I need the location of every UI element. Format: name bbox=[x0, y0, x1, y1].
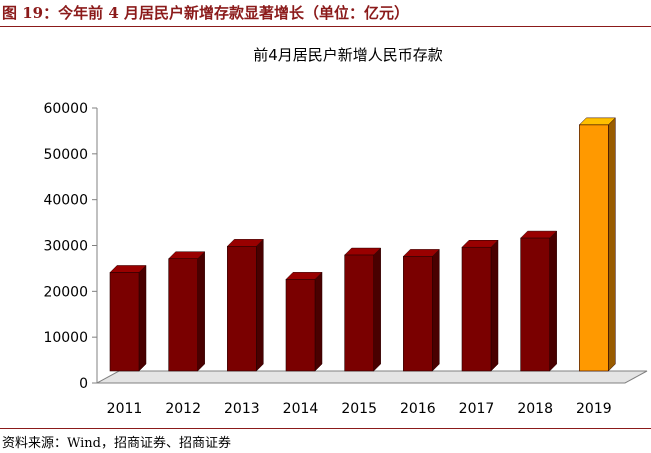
bar-2016 bbox=[403, 256, 433, 372]
bar-2014 bbox=[285, 279, 316, 372]
y-tick-label: 20000 bbox=[43, 284, 88, 300]
y-tick-label: 30000 bbox=[43, 239, 88, 255]
figure-header: 图 19：今年前 4 月居民户新增存款显著增长（单位：亿元） bbox=[0, 0, 651, 27]
figure-title: 图 19：今年前 4 月居民户新增存款显著增长（单位：亿元） bbox=[2, 4, 409, 22]
x-tick-label: 2016 bbox=[400, 401, 436, 417]
bar-side bbox=[314, 271, 323, 372]
y-tick-label: 50000 bbox=[43, 147, 88, 163]
bar-side bbox=[256, 238, 264, 372]
x-tick-label: 2012 bbox=[165, 401, 201, 417]
plot-area: 0 10000 20000 30000 40000 50000 60000 2011 2012 2… bbox=[43, 101, 648, 417]
chart-title: 前4月居民户新增人民币存款 bbox=[253, 46, 443, 64]
y-tick-label: 40000 bbox=[43, 193, 88, 209]
x-tick-label: 2015 bbox=[341, 401, 377, 417]
bar-side bbox=[432, 248, 440, 372]
bar-side bbox=[373, 247, 381, 372]
source-note: 资料来源：Wind，招商证券、招商证券 bbox=[2, 436, 231, 451]
x-tick-label: 2011 bbox=[107, 401, 143, 417]
bar-side bbox=[608, 117, 616, 372]
bar-2013 bbox=[227, 246, 257, 372]
y-tick-label: 60000 bbox=[43, 101, 88, 117]
bar-side bbox=[197, 251, 205, 372]
x-tick-label: 2017 bbox=[459, 401, 495, 417]
bar-chart: 前4月居民户新增人民币存款 0 10000 20000 30000 40000 50000… bbox=[43, 46, 648, 417]
x-tick-label: 2018 bbox=[517, 401, 553, 417]
bar-2018 bbox=[520, 237, 550, 372]
bar-side bbox=[549, 230, 557, 372]
y-tick-label: 0 bbox=[79, 376, 88, 392]
chart-floor bbox=[96, 370, 648, 384]
bar-2011 bbox=[109, 272, 140, 372]
bar-2017 bbox=[461, 246, 492, 372]
bar-side bbox=[490, 239, 499, 372]
x-tick-label: 2019 bbox=[576, 401, 612, 417]
x-tick-label: 2014 bbox=[283, 401, 319, 417]
x-tick-label: 2013 bbox=[224, 401, 260, 417]
bar-2019 bbox=[579, 124, 609, 372]
y-tick-label: 10000 bbox=[43, 330, 88, 346]
bar-2012 bbox=[168, 258, 198, 372]
bar-2015 bbox=[344, 254, 374, 372]
figure-footer: 资料来源：Wind，招商证券、招商证券 bbox=[0, 428, 651, 453]
bar-side bbox=[138, 264, 147, 372]
